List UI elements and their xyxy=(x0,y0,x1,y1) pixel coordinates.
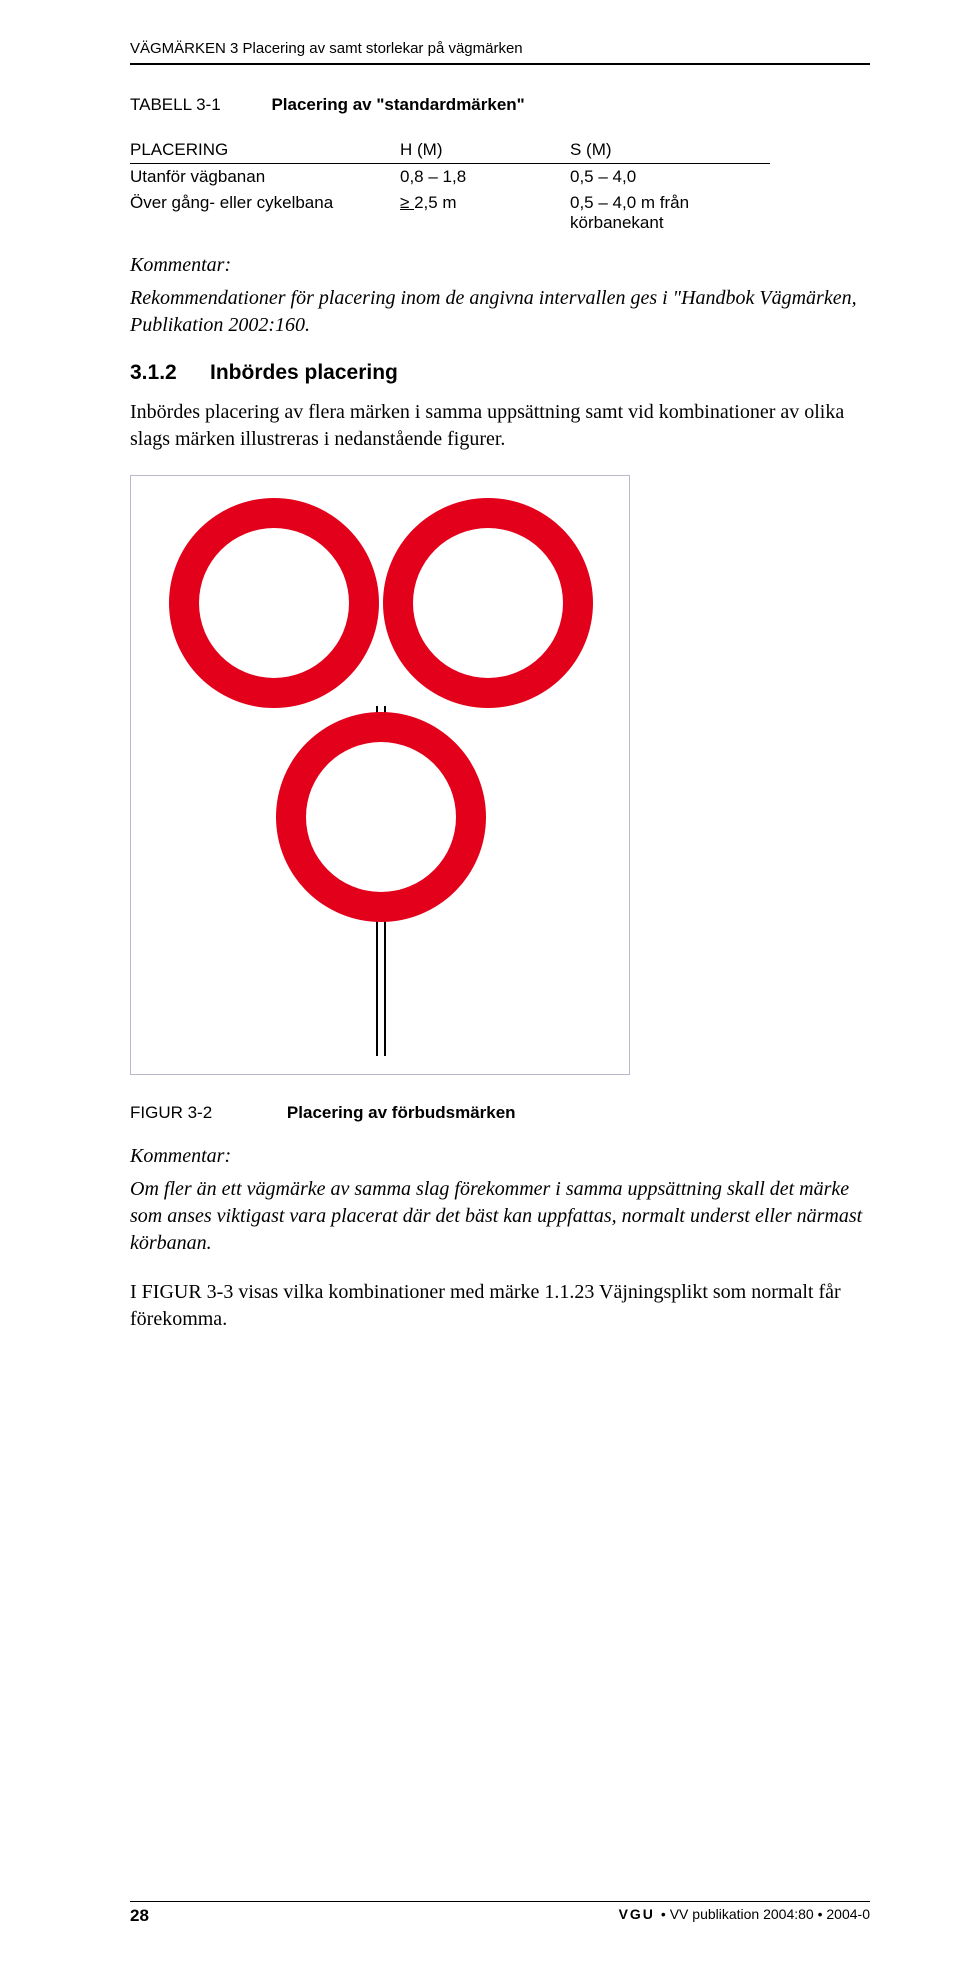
cell: ≥ 2,5 m xyxy=(400,190,570,236)
sign-pole xyxy=(384,916,386,1056)
table-3-1: PLACERING H (M) S (M) Utanför vägbanan 0… xyxy=(130,137,770,236)
table-header-row: PLACERING H (M) S (M) xyxy=(130,137,770,164)
figure-3-2 xyxy=(130,475,630,1075)
table-label: TABELL 3-1 xyxy=(130,95,221,114)
header-rule xyxy=(130,63,870,65)
final-paragraph: I FIGUR 3-3 visas vilka kombinationer me… xyxy=(130,1279,870,1333)
col-h: H (M) xyxy=(400,137,570,164)
sign-pole xyxy=(376,916,378,1056)
heading-title: Inbördes placering xyxy=(210,361,398,384)
sign-inner xyxy=(199,528,349,678)
sign-inner xyxy=(413,528,563,678)
prohibition-sign-icon xyxy=(383,498,593,708)
page-number: 28 xyxy=(130,1906,149,1926)
prohibition-sign-icon xyxy=(276,712,486,922)
cell: 0,8 – 1,8 xyxy=(400,164,570,191)
table-title: Placering av "standardmärken" xyxy=(271,95,524,114)
vgu-label: VGU xyxy=(619,1906,655,1922)
table-row: Över gång- eller cykelbana ≥ 2,5 m 0,5 –… xyxy=(130,190,770,236)
figure-3-2-caption: FIGUR 3-2 Placering av förbudsmärken xyxy=(130,1103,870,1123)
page: VÄGMÄRKEN 3 Placering av samt storlekar … xyxy=(0,0,960,1966)
heading-number: 3.1.2 xyxy=(130,361,210,385)
cell-value: 2,5 m xyxy=(414,193,457,212)
comment-paragraph: Om fler än ett vägmärke av samma slag fö… xyxy=(130,1176,870,1257)
cell: Över gång- eller cykelbana xyxy=(130,190,400,236)
figure-label: FIGUR 3-2 xyxy=(130,1103,212,1122)
col-s: S (M) xyxy=(570,137,770,164)
table-row: Utanför vägbanan 0,8 – 1,8 0,5 – 4,0 xyxy=(130,164,770,191)
ge-symbol: ≥ xyxy=(400,193,414,212)
running-header: VÄGMÄRKEN 3 Placering av samt storlekar … xyxy=(130,40,870,57)
kommentar-label: Kommentar: xyxy=(130,1145,870,1168)
recommendation-paragraph: Rekommendationer för placering inom de a… xyxy=(130,285,870,339)
cell: 0,5 – 4,0 m från körbanekant xyxy=(570,190,770,236)
cell: Utanför vägbanan xyxy=(130,164,400,191)
prohibition-sign-icon xyxy=(169,498,379,708)
section-paragraph: Inbördes placering av flera märken i sam… xyxy=(130,399,870,453)
heading-3-1-2: 3.1.2Inbördes placering xyxy=(130,361,870,385)
cell: 0,5 – 4,0 xyxy=(570,164,770,191)
page-footer: 28 VGU • VV publikation 2004:80 • 2004-0 xyxy=(130,1901,870,1926)
table-3-1-caption: TABELL 3-1 Placering av "standardmärken" xyxy=(130,95,870,115)
kommentar-label: Kommentar: xyxy=(130,254,870,277)
publication-info: VGU • VV publikation 2004:80 • 2004-0 xyxy=(619,1906,870,1926)
figure-title: Placering av förbudsmärken xyxy=(287,1103,516,1122)
publication-text: • VV publikation 2004:80 • 2004-0 xyxy=(661,1906,870,1922)
sign-inner xyxy=(306,742,456,892)
col-placering: PLACERING xyxy=(130,137,400,164)
